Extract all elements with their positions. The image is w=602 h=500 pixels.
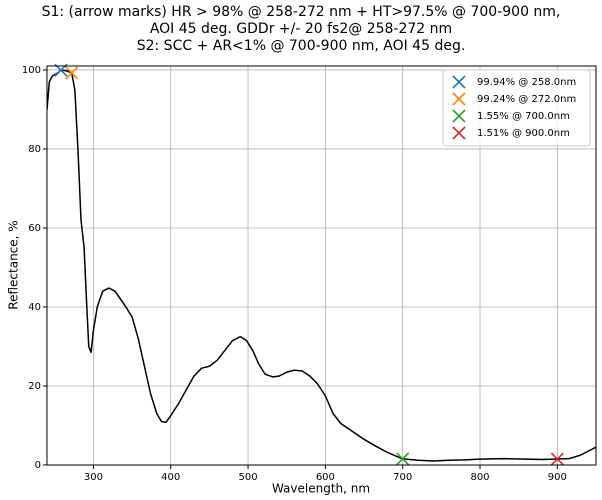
marker-stroke [396, 452, 410, 466]
legend-label: 99.24% @ 272.0nm [477, 94, 576, 105]
legend-marker [452, 92, 466, 106]
y-tick-label: 100 [22, 65, 41, 76]
data-line [47, 69, 596, 462]
marker [396, 452, 410, 466]
legend-label: 99.94% @ 258.0nm [477, 77, 576, 88]
legend-marker [452, 126, 466, 140]
x-tick-label: 400 [161, 472, 180, 483]
x-tick-label: 700 [393, 472, 412, 483]
marker-stroke [550, 452, 564, 466]
marker-stroke [452, 109, 466, 123]
marker-stroke [452, 126, 466, 140]
y-tick-label: 40 [28, 302, 41, 313]
marker-stroke [452, 75, 466, 89]
x-tick-label: 900 [548, 472, 567, 483]
marker-stroke [65, 66, 79, 80]
x-axis-label: Wavelength, nm [272, 482, 370, 496]
marker-stroke [452, 92, 466, 106]
y-tick-label: 0 [35, 460, 41, 471]
x-tick-label: 600 [316, 472, 335, 483]
legend-box [442, 69, 591, 147]
y-tick-label: 80 [28, 144, 41, 155]
chart-title: S2: SCC + AR<1% @ 700-900 nm, AOI 45 deg… [137, 38, 466, 54]
chart-title: S1: (arrow marks) HR > 98% @ 258-272 nm … [42, 4, 561, 20]
marker [550, 452, 564, 466]
x-tick-label: 500 [238, 472, 257, 483]
x-tick-label: 800 [470, 472, 489, 483]
y-tick-label: 20 [28, 381, 41, 392]
x-tick-label: 300 [84, 472, 103, 483]
legend-marker [452, 75, 466, 89]
legend-label: 1.51% @ 900.0nm [477, 128, 570, 139]
marker [65, 66, 79, 80]
y-tick-label: 60 [28, 223, 41, 234]
chart-title: AOI 45 deg. GDDr +/- 20 fs2@ 258-272 nm [150, 21, 452, 37]
legend-marker [452, 109, 466, 123]
plot-frame [46, 65, 597, 466]
y-axis-label: Reflectance, % [7, 220, 21, 309]
legend-label: 1.55% @ 700.0nm [477, 111, 570, 122]
